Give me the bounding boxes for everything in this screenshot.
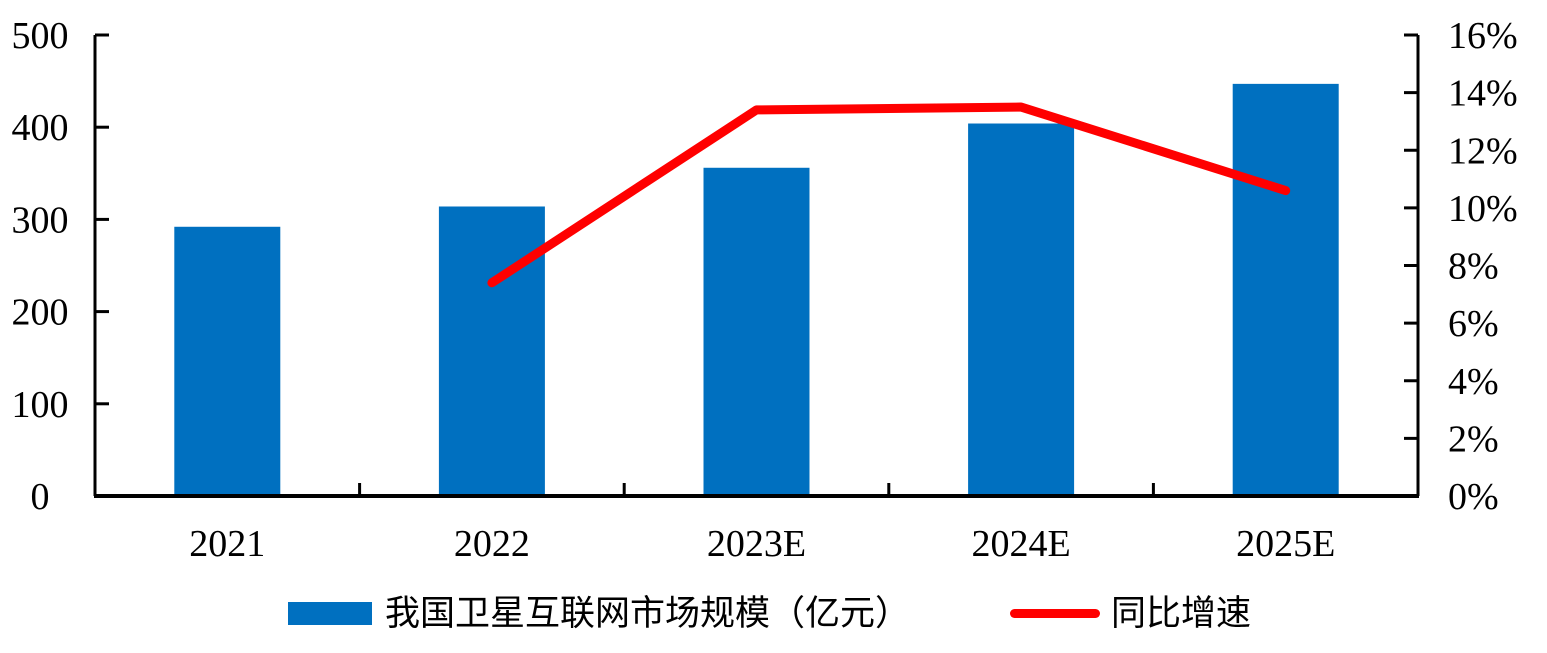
right-axis-tick-label: 14% — [1448, 73, 1518, 115]
right-axis-tick-label: 6% — [1448, 303, 1499, 345]
left-axis-tick-label: 300 — [12, 199, 69, 241]
left-axis-tick-label: 0 — [31, 476, 50, 518]
left-axis-tick-label: 200 — [12, 292, 69, 334]
x-axis-category-label: 2025E — [1236, 523, 1335, 565]
chart-legend: 我国卫星互联网市场规模（亿元） 同比增速 — [288, 596, 1251, 631]
legend-item-market-size: 我国卫星互联网市场规模（亿元） — [288, 596, 910, 631]
legend-bar-swatch-icon — [288, 602, 372, 625]
right-axis-tick-label: 2% — [1448, 418, 1499, 460]
right-axis-tick-label: 12% — [1448, 130, 1518, 172]
bar-2022 — [438, 206, 545, 496]
right-axis-tick-label: 4% — [1448, 361, 1499, 403]
left-axis-tick-label: 400 — [12, 107, 69, 149]
right-axis-tick-label: 8% — [1448, 246, 1499, 288]
left-axis-tick-label: 100 — [12, 384, 69, 426]
bar-2025E — [1232, 83, 1339, 496]
bar-2023E — [703, 167, 810, 496]
right-axis-tick-label: 10% — [1448, 188, 1518, 230]
legend-label-growth: 同比增速 — [1111, 594, 1252, 633]
x-axis-category-label: 2024E — [971, 523, 1070, 565]
legend-item-growth: 同比增速 — [1010, 596, 1251, 631]
x-axis-category-label: 2021 — [189, 523, 265, 565]
right-axis-tick-label: 16% — [1448, 15, 1518, 57]
left-axis-tick-label: 500 — [12, 15, 69, 57]
right-axis-tick-label: 0% — [1448, 476, 1499, 518]
growth-line — [487, 102, 1291, 288]
legend-line-swatch-icon — [1010, 609, 1101, 618]
bar-2024E — [968, 123, 1075, 497]
x-axis-category-label: 2022 — [454, 523, 530, 565]
bar-2021 — [174, 226, 281, 496]
x-axis-category-label: 2023E — [707, 523, 806, 565]
legend-label-market-size: 我国卫星互联网市场规模（亿元） — [385, 594, 911, 633]
